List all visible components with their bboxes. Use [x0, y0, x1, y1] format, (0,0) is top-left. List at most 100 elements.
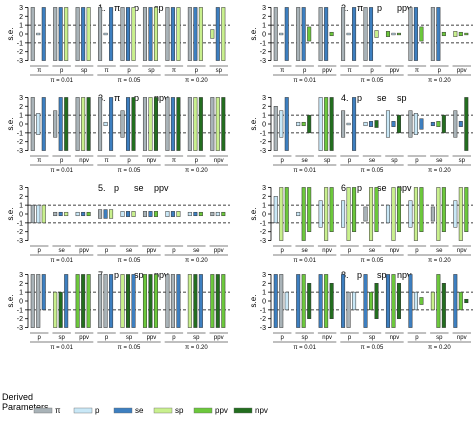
bar	[396, 187, 401, 232]
bar	[165, 274, 170, 328]
group-label: π = 0.01	[293, 168, 316, 174]
bar	[284, 97, 289, 151]
bar	[301, 187, 306, 241]
cluster-label: p	[281, 248, 285, 254]
bar	[142, 274, 147, 328]
bar	[318, 200, 323, 228]
bar	[430, 291, 435, 311]
cluster-label: npv	[214, 158, 224, 164]
bar	[413, 113, 418, 135]
group-label: π = 0.20	[185, 78, 208, 84]
group-label: π = 0.01	[50, 168, 73, 174]
bar	[346, 122, 351, 126]
bar	[329, 97, 334, 151]
bar	[307, 283, 312, 319]
cluster-label: p	[60, 158, 64, 164]
y-tick-label: 1	[19, 113, 23, 120]
bar	[369, 121, 374, 127]
bar	[170, 211, 175, 217]
y-tick-label: -1	[260, 307, 266, 314]
panel-title-term: se	[377, 93, 387, 103]
y-tick-label: 1	[262, 23, 266, 30]
y-tick-label: 0	[262, 32, 266, 39]
bar	[391, 187, 396, 241]
bar	[103, 32, 108, 36]
legend-swatch	[33, 407, 53, 414]
cluster-label: sp	[436, 335, 443, 341]
cluster-label: p	[415, 158, 419, 164]
bar	[81, 274, 86, 328]
bar	[53, 7, 58, 61]
cluster-label: π	[347, 68, 351, 74]
bar	[385, 31, 390, 37]
bar	[301, 274, 306, 328]
y-tick-label: -1	[17, 307, 23, 314]
cluster-label: se	[436, 248, 443, 254]
y-tick-label: -1	[260, 40, 266, 47]
bar	[318, 274, 323, 328]
bar	[187, 211, 192, 217]
bar	[142, 211, 147, 217]
bar	[142, 97, 147, 151]
cluster-label: p	[195, 68, 199, 74]
bar	[341, 200, 346, 228]
cluster-label: ppv	[147, 335, 157, 341]
y-tick-label: 0	[19, 299, 23, 306]
y-tick-label: 2	[19, 281, 23, 288]
bar	[126, 274, 131, 328]
bar	[30, 274, 35, 328]
panel-title-term: p	[357, 183, 362, 193]
bar	[453, 31, 458, 37]
cluster-label: π	[280, 68, 284, 74]
panel-title-term: ppv	[154, 183, 169, 193]
bar	[53, 211, 58, 217]
y-tick-label: 3	[262, 5, 266, 12]
bar	[131, 274, 136, 328]
cluster-label: π	[37, 68, 41, 74]
legend-title: Parameters	[2, 402, 49, 412]
bar	[464, 97, 469, 151]
cluster-label: sp	[459, 158, 466, 164]
cluster-label: se	[193, 248, 200, 254]
bar	[153, 97, 158, 151]
group-label: π = 0.01	[293, 258, 316, 264]
cluster-label: se	[369, 248, 376, 254]
bar	[53, 110, 58, 138]
bar	[296, 7, 301, 61]
y-tick-label: 1	[19, 203, 23, 210]
panel-title-term: sp	[154, 3, 164, 13]
bar	[413, 187, 418, 241]
y-tick-label: -3	[260, 238, 266, 245]
legend-label: π	[55, 406, 61, 415]
cluster-label: npv	[457, 248, 467, 254]
y-axis-label: s.e.	[249, 295, 258, 308]
bar	[187, 7, 192, 61]
cluster-label: p	[281, 158, 285, 164]
group-label: π = 0.05	[361, 258, 384, 264]
group-label: π = 0.05	[361, 168, 384, 174]
bar	[58, 211, 63, 217]
cluster-label: π	[104, 68, 108, 74]
cluster-label: ppv	[390, 68, 400, 74]
cluster-label: ppv	[214, 335, 224, 341]
panel-title-term: p	[134, 93, 139, 103]
bar	[210, 274, 215, 328]
panel-label: 6.	[341, 183, 349, 193]
bar	[58, 97, 63, 151]
bar	[36, 113, 41, 135]
panel-title-term: p	[357, 93, 362, 103]
bar	[126, 211, 131, 217]
bar	[391, 32, 396, 36]
legend-label: ppv	[215, 406, 228, 415]
bar	[120, 110, 125, 138]
bar	[296, 121, 301, 127]
cluster-label: p	[105, 248, 109, 254]
panel-title-term: se	[377, 183, 387, 193]
cluster-label: sp	[324, 158, 331, 164]
y-tick-label: 3	[19, 95, 23, 102]
cluster-label: p	[303, 68, 307, 74]
panel-title-term: p	[134, 3, 139, 13]
